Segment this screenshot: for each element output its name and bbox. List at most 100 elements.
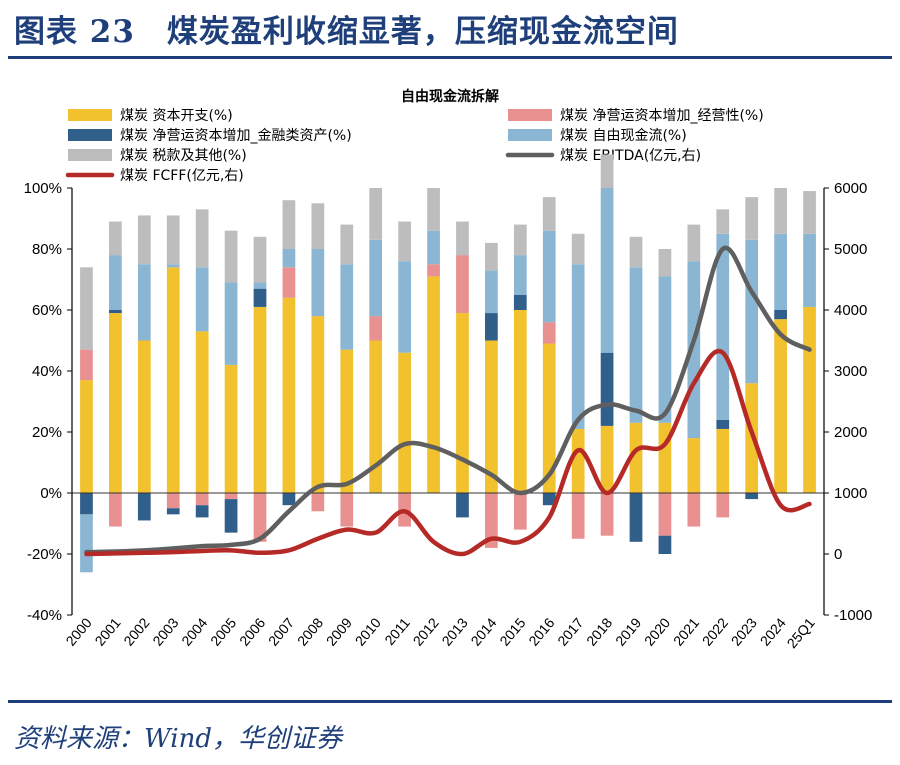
bar-s3-2011	[398, 261, 411, 353]
bar-s3-2014	[485, 270, 498, 314]
bar-s0-2013	[456, 313, 469, 493]
x-tick-label: 2014	[467, 614, 499, 648]
bar-s2-2023	[745, 493, 759, 500]
left-tick-label: 0%	[40, 485, 62, 502]
bar-s3-2001	[109, 255, 122, 310]
bar-s2-2001	[109, 310, 122, 314]
footer-rule	[8, 700, 892, 703]
bar-s3-2019	[629, 267, 643, 423]
bar-s1-2022	[716, 493, 730, 518]
bar-s4-2014	[485, 242, 498, 271]
x-tick-label: 2013	[438, 614, 470, 648]
bar-s2-2007	[282, 493, 296, 506]
bar-s0-2007	[282, 297, 296, 493]
legend-swatch-2	[68, 129, 112, 141]
right-tick-label: 6000	[834, 180, 867, 197]
bar-s3-2005	[224, 282, 238, 365]
bar-s3-2009	[340, 264, 354, 350]
bar-s3-2010	[369, 239, 383, 317]
bar-s1-2015	[513, 493, 527, 530]
bar-s1-2003	[166, 493, 180, 509]
bar-s2-2022	[716, 419, 730, 429]
bar-s3-25Q1	[803, 233, 816, 307]
bar-s2-2016	[542, 493, 556, 506]
legend-label-2: 煤炭 净营运资本增加_金融类资产(%)	[120, 128, 352, 144]
x-tick-label: 2004	[178, 614, 210, 648]
bar-s1-2016	[542, 322, 556, 344]
line-ebitda	[84, 245, 812, 555]
x-tick-label: 2024	[757, 614, 789, 648]
bar-s3-2007	[282, 249, 296, 268]
bar-s4-2010	[369, 188, 383, 240]
bar-s0-2002	[137, 340, 151, 493]
x-tick-label: 2008	[294, 614, 326, 648]
legend-label-4: 煤炭 税款及其他(%)	[120, 148, 247, 164]
bar-s1-2014	[485, 493, 498, 548]
bar-s4-2016	[542, 197, 556, 231]
bar-s3-2016	[542, 230, 556, 323]
right-tick-label: 5000	[834, 241, 867, 258]
bar-s0-2005	[224, 364, 238, 493]
bar-s0-2012	[427, 276, 440, 493]
bar-s2-2020	[658, 535, 672, 554]
bar-s4-2001	[109, 221, 122, 256]
bar-s2-2000	[80, 493, 93, 515]
right-tick-label: -1000	[834, 607, 872, 624]
bar-s3-2012	[427, 230, 440, 265]
bar-s2-2018	[600, 352, 614, 426]
legend-label-0: 煤炭 资本开支(%)	[120, 108, 233, 124]
x-tick-label: 2018	[583, 614, 615, 648]
x-tick-label: 2006	[236, 614, 268, 648]
bar-s4-2002	[137, 215, 151, 265]
bar-s4-2008	[311, 203, 325, 249]
bar-s4-2009	[340, 224, 354, 265]
bar-s0-2008	[311, 316, 325, 493]
bar-s3-2020	[658, 276, 672, 423]
bar-s0-2022	[716, 428, 730, 493]
bar-s4-2007	[282, 200, 296, 249]
x-tick-label: 2010	[352, 614, 384, 648]
right-tick-label: 1000	[834, 485, 867, 502]
bar-s1-2012	[427, 264, 440, 277]
bar-s3-2002	[137, 264, 151, 341]
bar-s2-2005	[224, 499, 238, 533]
bar-s2-2004	[195, 505, 209, 518]
plot-area: -40% -20% 0% 20% 40% 60% 80% 100% -1000 0 1000 2000…	[24, 154, 872, 651]
bar-s3-2000	[80, 514, 93, 573]
left-tick-label: 40%	[32, 363, 62, 380]
bar-s1-2009	[340, 493, 354, 527]
x-tick-label: 2003	[149, 614, 181, 648]
x-tick-label: 2021	[670, 614, 702, 648]
bar-s0-2010	[369, 340, 383, 493]
bar-s4-2004	[195, 209, 209, 268]
bar-s0-2003	[166, 267, 180, 493]
bar-s3-2004	[195, 267, 209, 332]
x-tick-label: 2002	[120, 614, 152, 648]
bar-s4-2006	[253, 236, 267, 283]
x-tick-label: 2017	[554, 614, 586, 648]
bar-s3-2024	[774, 233, 787, 310]
bar-s4-2019	[629, 236, 643, 268]
bar-s4-25Q1	[803, 191, 816, 234]
x-tick-label: 2012	[410, 614, 442, 648]
bar-s0-2018	[600, 425, 614, 493]
legend-swatch-4	[68, 149, 112, 161]
bar-s1-2020	[658, 493, 672, 536]
legend-label-1: 煤炭 净营运资本增加_经营性(%)	[560, 108, 764, 124]
bar-s2-2013	[456, 493, 469, 518]
chart: 自由现金流拆解 煤炭 资本开支(%) 煤炭 净营运资本增加_经营性(%) 煤炭 净营…	[24, 88, 873, 651]
title-rule	[8, 56, 892, 59]
bar-s1-2008	[311, 493, 325, 512]
bar-s0-2021	[687, 438, 701, 493]
bar-s0-2000	[80, 380, 93, 493]
x-tick-label: 2016	[525, 614, 557, 648]
chart-title: 自由现金流拆解	[401, 88, 499, 105]
bar-s4-2022	[716, 209, 730, 234]
legend-label-3: 煤炭 自由现金流(%)	[560, 128, 687, 144]
bar-s2-2006	[253, 288, 267, 307]
bar-s0-2011	[398, 352, 411, 493]
bar-s1-2004	[195, 493, 209, 506]
legend-swatch-3	[508, 129, 552, 141]
bar-s1-2018	[600, 493, 614, 536]
bar-s2-2015	[513, 294, 527, 310]
